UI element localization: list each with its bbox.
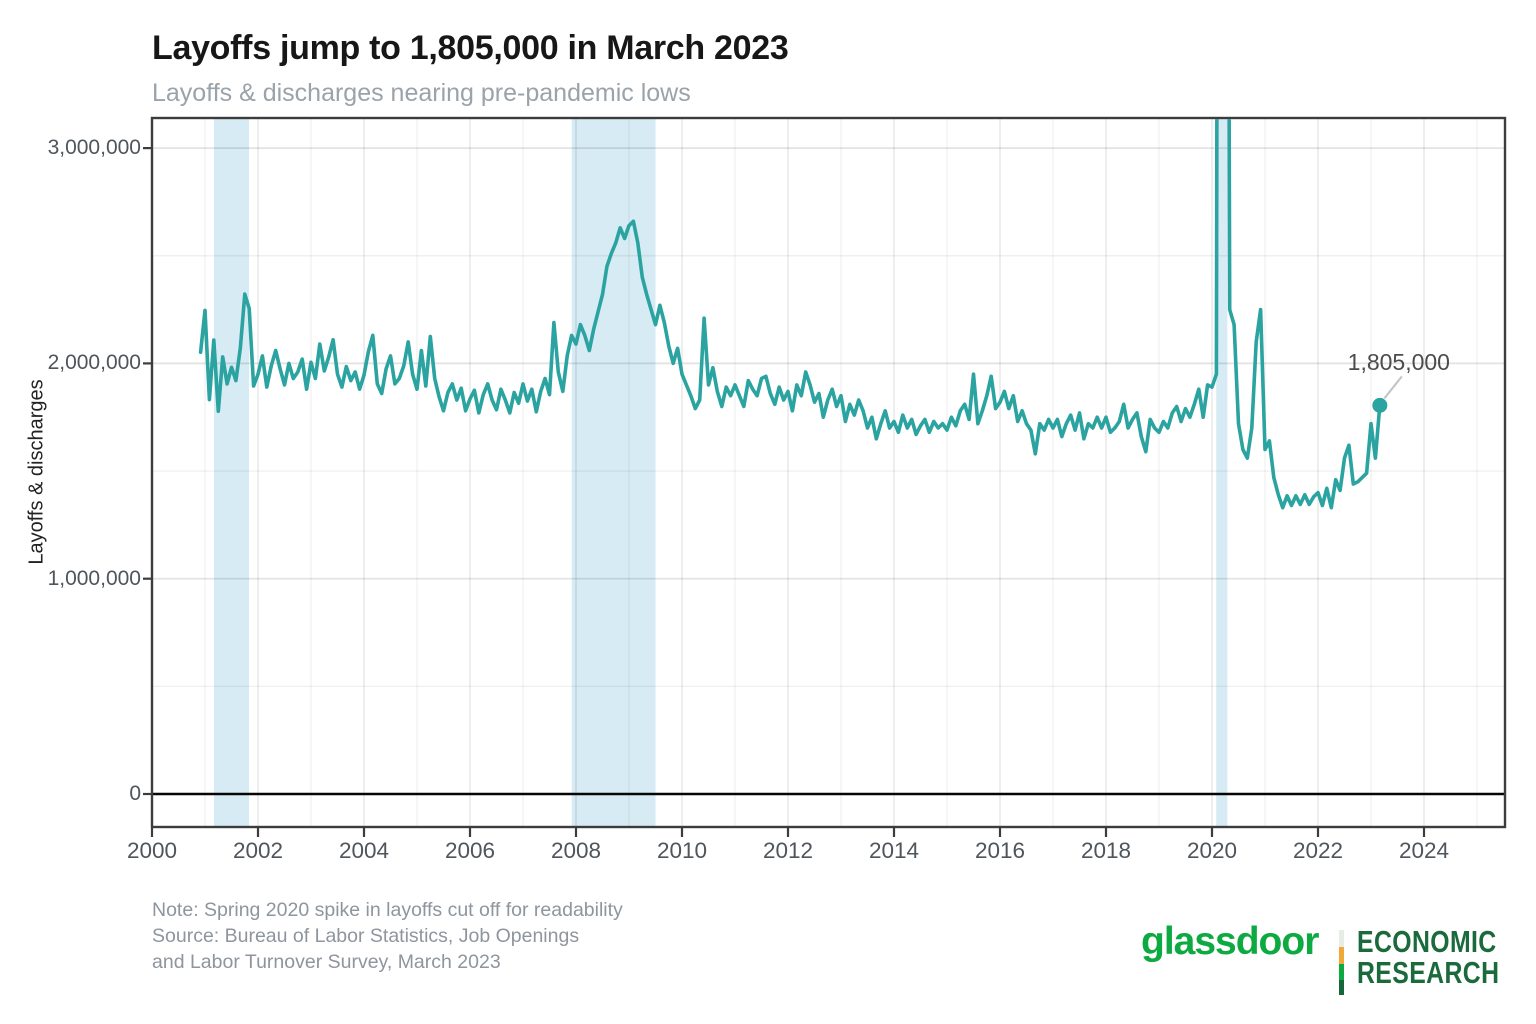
annotation-connector	[1383, 375, 1403, 400]
chart-subtitle: Layoffs & discharges nearing pre-pandemi…	[152, 79, 691, 107]
layoffs-series-line	[198, 119, 1382, 510]
logo-bar-segment	[1339, 980, 1344, 995]
x-tick-label: 2010	[656, 838, 708, 863]
logo-bar-segment	[1339, 947, 1344, 964]
x-tick-label: 2018	[1080, 838, 1132, 863]
logo-bar-segment	[1339, 964, 1344, 980]
note-line: Note: Spring 2020 spike in layoffs cut o…	[152, 899, 623, 921]
series-end-point	[1372, 397, 1388, 413]
x-tick-label: 2020	[1186, 838, 1238, 863]
x-tick-label: 2014	[868, 838, 920, 863]
logo-divider-bar	[1339, 930, 1344, 995]
research-label-line: RESEARCH	[1357, 955, 1500, 990]
x-tick-label: 2012	[762, 838, 814, 863]
x-tick-label: 2008	[550, 838, 602, 863]
annotation-label: 1,805,000	[1347, 349, 1450, 376]
chart-title: Layoffs jump to 1,805,000 in March 2023	[152, 29, 789, 67]
source-notes: Note: Spring 2020 spike in layoffs cut o…	[152, 897, 623, 975]
recession-band	[214, 119, 249, 826]
y-tick-label: 1,000,000	[47, 566, 141, 590]
note-line: Source: Bureau of Labor Statistics, Job …	[152, 925, 580, 947]
x-tick-label: 2006	[444, 838, 496, 863]
y-tick-label: 0	[129, 782, 141, 805]
y-tick-label: 2,000,000	[47, 351, 141, 375]
y-tick-label: 3,000,000	[47, 136, 141, 160]
x-tick-label: 2004	[338, 838, 390, 863]
logo-bar-segment	[1339, 930, 1344, 947]
panel-border	[150, 116, 1507, 829]
economic-research-label: ECONOMIC RESEARCH	[1357, 926, 1499, 988]
recession-band	[1216, 119, 1228, 826]
x-tick-label: 2022	[1292, 838, 1344, 863]
x-tick-label: 2002	[232, 838, 284, 863]
recession-band	[571, 119, 656, 826]
note-line: and Labor Turnover Survey, March 2023	[152, 951, 501, 973]
x-tick-label: 2000	[126, 838, 178, 863]
x-tick-label: 2024	[1398, 838, 1450, 863]
y-axis-title: Layoffs & discharges	[25, 379, 48, 565]
glassdoor-wordmark: glassdoor	[1141, 920, 1319, 963]
x-tick-label: 2016	[974, 838, 1026, 863]
economic-label-line: ECONOMIC	[1357, 924, 1497, 959]
